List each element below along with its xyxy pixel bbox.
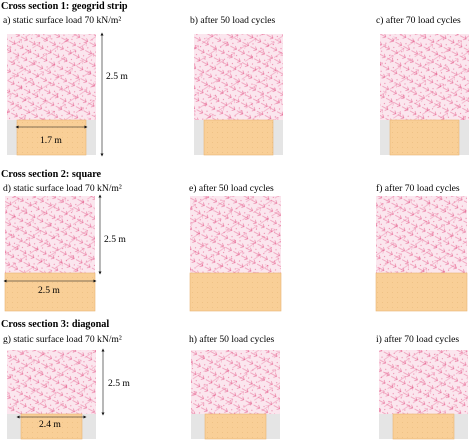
panel-h-caption: h) after 50 load cycles (189, 334, 275, 345)
panel-i: i) after 70 load cycles (376, 334, 468, 440)
panel-i-base-right (454, 414, 468, 439)
panel-g-caption: g) static surface load 70 kN/m² (3, 334, 122, 345)
panel-h-base-right (266, 414, 280, 439)
section-3-heading: Cross section 3: diagonal (1, 319, 109, 330)
panel-d-height-label: 2.5 m (104, 234, 126, 245)
panel-f: f) after 70 load cycles (375, 183, 468, 312)
panel-c: c) after 70 load cycles (376, 15, 469, 156)
panel-h-base-left (191, 414, 205, 439)
panel-b-base-left (194, 120, 204, 155)
panel-a-caption: a) static surface load 70 kN/m² (3, 15, 121, 26)
panel-a-height-label: 2.5 m (106, 71, 128, 82)
panel-h: h) after 50 load cycles (189, 334, 280, 440)
panel-g-base-right (82, 414, 96, 439)
panel-e-caption: e) after 50 load cycles (189, 183, 274, 194)
panel-g-width-label: 2.4 m (39, 419, 61, 430)
panel-b: b) after 50 load cycles (190, 15, 283, 156)
panel-a-width-label: 1.7 m (40, 135, 62, 146)
panel-a: a) static surface load 70 kN/m² 2.5 m 1.… (3, 15, 128, 157)
panel-d-width-label: 2.5 m (38, 285, 60, 296)
panel-f-caption: f) after 70 load cycles (376, 183, 460, 194)
panel-g-base-left (7, 414, 21, 439)
panel-a-base-left (7, 120, 17, 155)
panel-d: d) static surface load 70 kN/m² 2.5 m 2.… (3, 183, 126, 312)
panel-c-caption: c) after 70 load cycles (376, 15, 461, 26)
panel-a-base-right (86, 120, 96, 155)
panel-c-base-right (459, 120, 469, 155)
panel-i-caption: i) after 70 load cycles (376, 334, 459, 345)
panel-g-height-label: 2.5 m (108, 378, 130, 389)
panel-d-caption: d) static surface load 70 kN/m² (3, 183, 122, 194)
panel-g: g) static surface load 70 kN/m² 2.5 m 2.… (3, 334, 130, 440)
panel-b-base-right (273, 120, 283, 155)
panel-i-base-left (379, 414, 393, 439)
panel-e: e) after 50 load cycles (189, 183, 282, 312)
panel-c-base-left (380, 120, 390, 155)
panel-b-caption: b) after 50 load cycles (190, 15, 276, 26)
section-2-heading: Cross section 2: square (1, 169, 102, 180)
section-1-heading: Cross section 1: geogrid strip (1, 1, 128, 12)
